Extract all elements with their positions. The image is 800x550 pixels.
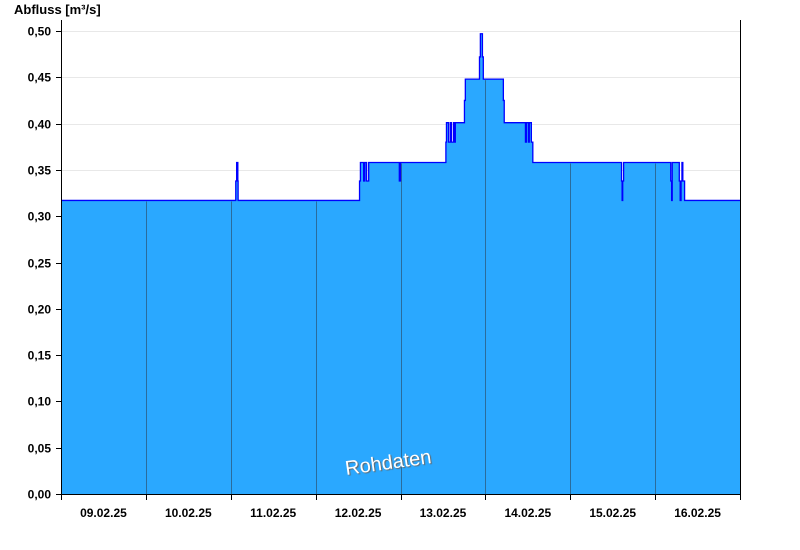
x-tick-label: 16.02.25 [674, 506, 721, 520]
y-axis-ticks: 0,00 0,05 0,10 0,15 0,20 0,25 0,30 0,35 0,40 0,45… [28, 25, 61, 502]
x-tick-label: 10.02.25 [165, 506, 212, 520]
y-tick-label: 0,15 [28, 349, 52, 363]
y-tick-label: 0,45 [28, 71, 52, 85]
x-tick-label: 09.02.25 [80, 506, 127, 520]
x-tick-label: 15.02.25 [589, 506, 636, 520]
discharge-line [61, 33, 740, 202]
discharge-area [61, 33, 740, 494]
y-tick-label: 0,30 [28, 210, 52, 224]
y-tick-label: 0,35 [28, 164, 52, 178]
x-tick-label: 11.02.25 [250, 506, 296, 520]
day-separators [146, 80, 656, 494]
y-axis-title: Abfluss [m³/s] [14, 2, 101, 17]
y-tick-label: 0,20 [28, 303, 52, 317]
x-tick-label: 14.02.25 [504, 506, 551, 520]
y-tick-label: 0,50 [28, 25, 52, 39]
x-tick-label: 13.02.25 [420, 506, 467, 520]
y-tick-label: 0,40 [28, 118, 52, 132]
x-tick-label: 12.02.25 [335, 506, 382, 520]
y-tick-label: 0,25 [28, 257, 52, 271]
y-tick-label: 0,05 [28, 442, 52, 456]
x-axis-ticks: 09.02.25 10.02.25 11.02.25 12.02.25 13.02.25… [61, 494, 741, 520]
y-tick-label: 0,00 [28, 488, 52, 502]
y-tick-label: 0,10 [28, 395, 52, 409]
